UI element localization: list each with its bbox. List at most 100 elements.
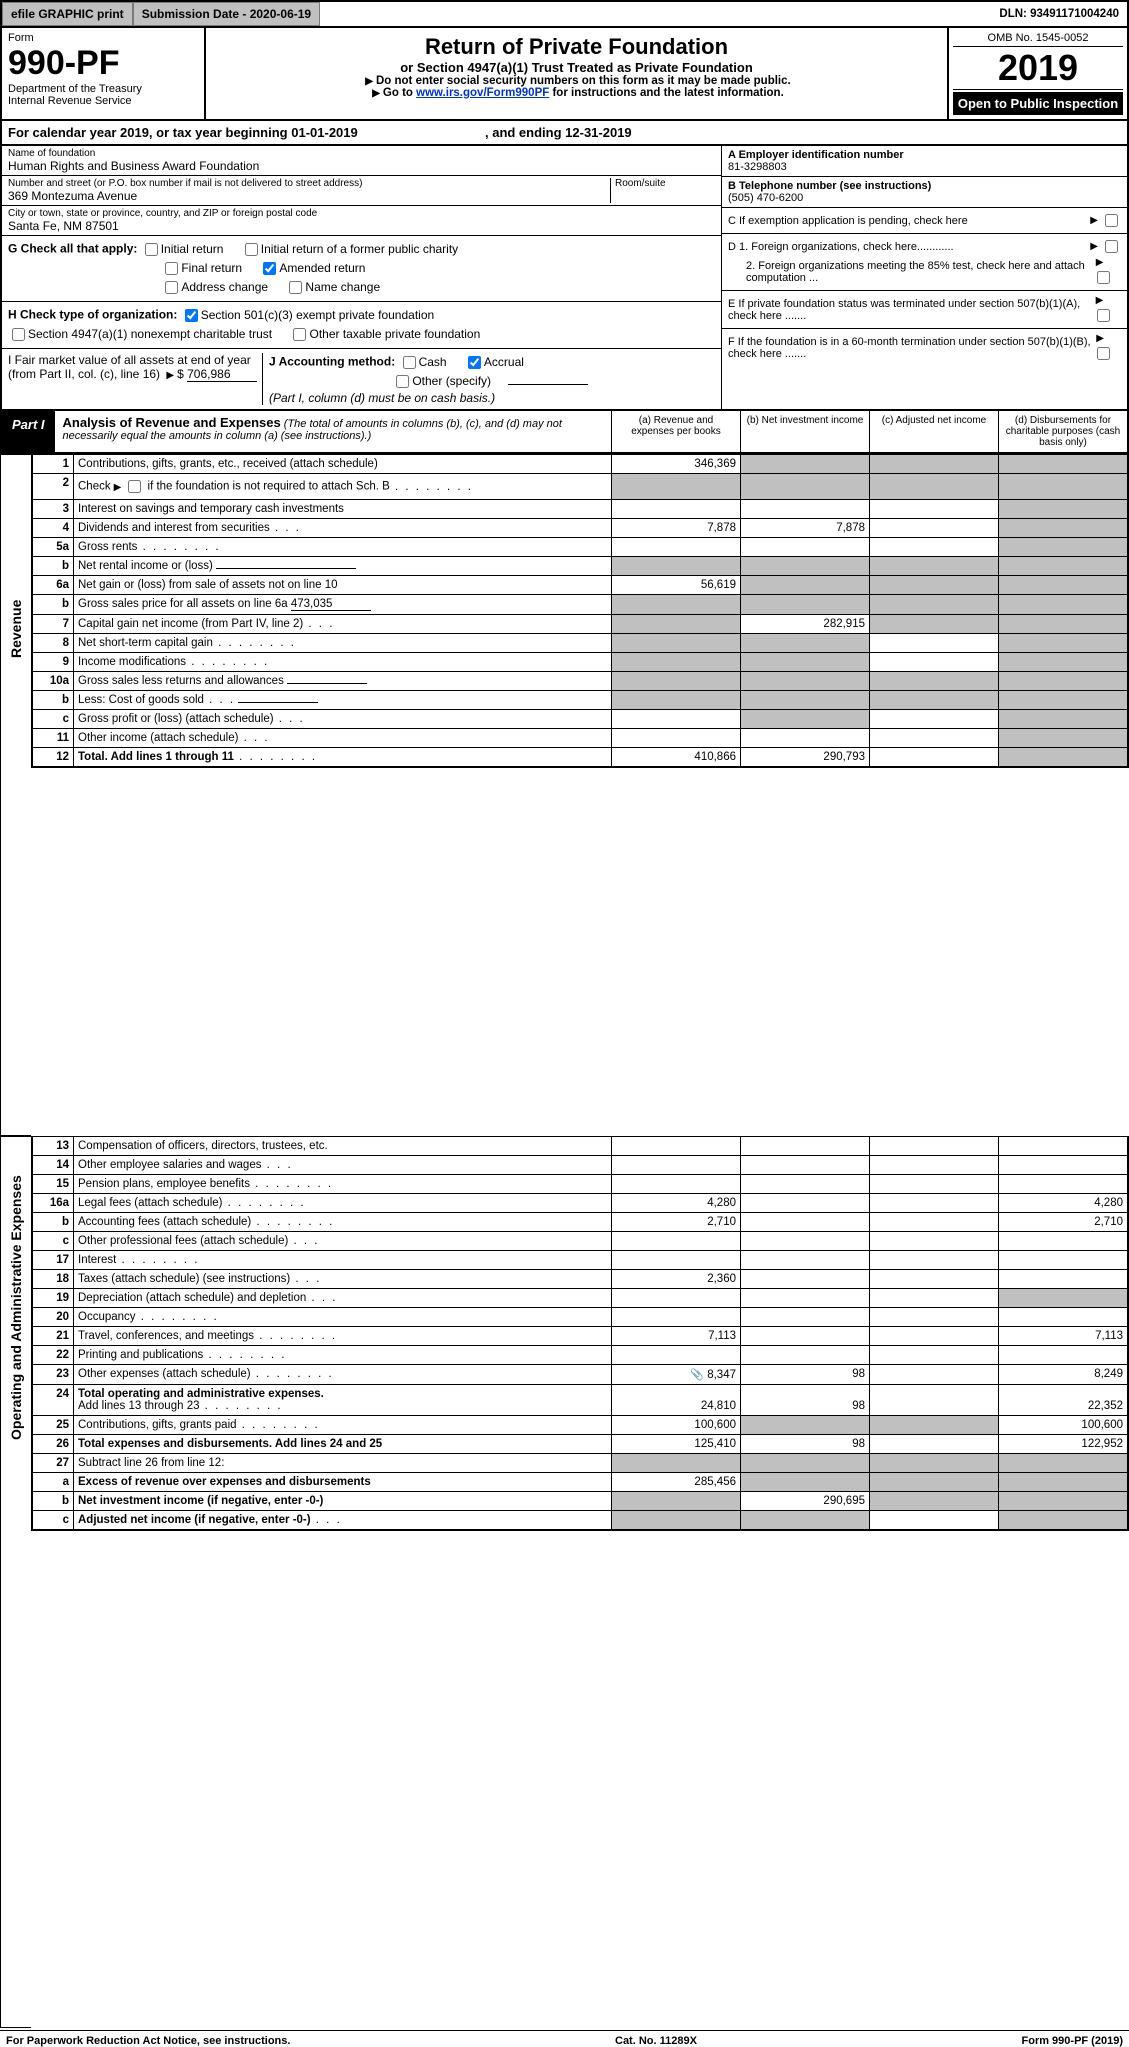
- revenue-side-label: Revenue: [0, 454, 31, 1136]
- d2-checkbox[interactable]: [1097, 271, 1110, 284]
- table-row: 25Contributions, gifts, grants paid100,6…: [32, 1416, 1128, 1435]
- 501c3-checkbox[interactable]: [185, 309, 198, 322]
- part1-title: Analysis of Revenue and Expenses: [63, 415, 281, 430]
- table-row: 10aGross sales less returns and allowanc…: [32, 672, 1128, 691]
- tax-year: 2019: [953, 47, 1123, 90]
- topbar: efile GRAPHIC print Submission Date - 20…: [0, 0, 1129, 28]
- table-row: 9Income modifications: [32, 653, 1128, 672]
- table-row: 6aNet gain or (loss) from sale of assets…: [32, 576, 1128, 595]
- initial-former-checkbox[interactable]: [245, 243, 258, 256]
- submission-date: Submission Date - 2020-06-19: [133, 2, 320, 26]
- h-row: H Check type of organization: Section 50…: [2, 302, 721, 349]
- final-return-checkbox[interactable]: [165, 262, 178, 275]
- form-footer-label: Form 990-PF (2019): [1022, 2035, 1123, 2047]
- dept-irs: Internal Revenue Service: [8, 95, 198, 107]
- table-row: bNet investment income (if negative, ent…: [32, 1492, 1128, 1511]
- table-row: aExcess of revenue over expenses and dis…: [32, 1473, 1128, 1492]
- table-row: 17Interest: [32, 1251, 1128, 1270]
- e-label: E If private foundation status was termi…: [728, 298, 1093, 322]
- table-row: 11Other income (attach schedule): [32, 729, 1128, 748]
- omb-number: OMB No. 1545-0052: [953, 32, 1123, 47]
- addr-label: Number and street (or P.O. box number if…: [8, 178, 610, 189]
- foundation-name: Human Rights and Business Award Foundati…: [8, 159, 715, 173]
- note-goto-pre: Go to: [383, 87, 416, 99]
- table-row: 12Total. Add lines 1 through 11410,86629…: [32, 748, 1128, 768]
- ein-value: 81-3298803: [728, 161, 787, 173]
- dln-label: DLN: 93491171004240: [991, 4, 1127, 24]
- accrual-checkbox[interactable]: [468, 356, 481, 369]
- table-row: 15Pension plans, employee benefits: [32, 1175, 1128, 1194]
- amended-return-checkbox[interactable]: [263, 262, 276, 275]
- info-section: Name of foundation Human Rights and Busi…: [0, 146, 1129, 411]
- attachment-icon[interactable]: 📎: [690, 1369, 704, 1381]
- table-row: 26Total expenses and disbursements. Add …: [32, 1435, 1128, 1454]
- cash-checkbox[interactable]: [403, 356, 416, 369]
- form-header: Form 990-PF Department of the Treasury I…: [0, 28, 1129, 121]
- col-d-header: (d) Disbursements for charitable purpose…: [998, 411, 1127, 452]
- table-row: 7Capital gain net income (from Part IV, …: [32, 615, 1128, 634]
- table-row: 18Taxes (attach schedule) (see instructi…: [32, 1270, 1128, 1289]
- revenue-table: 1Contributions, gifts, grants, etc., rec…: [31, 454, 1129, 768]
- f-checkbox[interactable]: [1097, 347, 1110, 360]
- name-change-checkbox[interactable]: [289, 281, 302, 294]
- arrow-icon: [369, 87, 383, 99]
- e-checkbox[interactable]: [1097, 309, 1110, 322]
- other-taxable-checkbox[interactable]: [293, 328, 306, 341]
- note-goto-post: for instructions and the latest informat…: [549, 87, 784, 99]
- col-a-header: (a) Revenue and expenses per books: [611, 411, 740, 452]
- address-change-checkbox[interactable]: [165, 281, 178, 294]
- d1-label: D 1. Foreign organizations, check here..…: [728, 241, 954, 253]
- g-row: G Check all that apply: Initial return I…: [2, 236, 721, 302]
- table-row: 3Interest on savings and temporary cash …: [32, 500, 1128, 519]
- dept-treasury: Department of the Treasury: [8, 83, 198, 95]
- table-row: bLess: Cost of goods sold: [32, 691, 1128, 710]
- table-row: cAdjusted net income (if negative, enter…: [32, 1511, 1128, 1531]
- table-row: 20Occupancy: [32, 1308, 1128, 1327]
- note-ssn: Do not enter social security numbers on …: [376, 75, 791, 87]
- c-label: C If exemption application is pending, c…: [728, 215, 968, 227]
- table-row: bGross sales price for all assets on lin…: [32, 595, 1128, 615]
- ij-row: I Fair market value of all assets at end…: [2, 349, 721, 409]
- name-label: Name of foundation: [8, 148, 715, 159]
- c-checkbox[interactable]: [1105, 214, 1118, 227]
- 4947-checkbox[interactable]: [12, 328, 25, 341]
- table-row: cOther professional fees (attach schedul…: [32, 1232, 1128, 1251]
- col-c-header: (c) Adjusted net income: [869, 411, 998, 452]
- table-row: 22Printing and publications: [32, 1346, 1128, 1365]
- initial-return-checkbox[interactable]: [145, 243, 158, 256]
- other-method-checkbox[interactable]: [396, 375, 409, 388]
- table-row: 24Total operating and administrative exp…: [32, 1385, 1128, 1416]
- table-row: 5aGross rents: [32, 538, 1128, 557]
- arrow-icon: [362, 75, 376, 87]
- expenses-table: 13Compensation of officers, directors, t…: [31, 1136, 1129, 1531]
- d1-checkbox[interactable]: [1105, 240, 1118, 253]
- line6b-value: 473,035: [291, 598, 371, 611]
- ein-label: A Employer identification number: [728, 149, 904, 161]
- table-row: cGross profit or (loss) (attach schedule…: [32, 710, 1128, 729]
- page-footer: For Paperwork Reduction Act Notice, see …: [0, 2030, 1129, 2047]
- catalog-number: Cat. No. 11289X: [615, 2035, 697, 2047]
- arrow-icon: [1087, 240, 1101, 252]
- arrow-icon: [1087, 214, 1101, 226]
- table-row: 8Net short-term capital gain: [32, 634, 1128, 653]
- form-subtitle: or Section 4947(a)(1) Trust Treated as P…: [216, 60, 937, 75]
- form-label: Form: [8, 32, 198, 44]
- tel-value: (505) 470-6200: [728, 192, 803, 204]
- arrow-icon: [1093, 332, 1107, 344]
- arrow-icon: [111, 481, 125, 493]
- expenses-side-label: Operating and Administrative Expenses: [0, 1136, 31, 2028]
- tel-label: B Telephone number (see instructions): [728, 180, 931, 192]
- table-row: 19Depreciation (attach schedule) and dep…: [32, 1289, 1128, 1308]
- fmv-value: 706,986: [187, 367, 257, 382]
- form-title: Return of Private Foundation: [216, 34, 937, 60]
- calendar-year-row: For calendar year 2019, or tax year begi…: [0, 121, 1129, 146]
- col-b-header: (b) Net investment income: [740, 411, 869, 452]
- efile-button[interactable]: efile GRAPHIC print: [2, 2, 133, 26]
- f-label: F If the foundation is in a 60-month ter…: [728, 336, 1093, 360]
- table-row: 16aLegal fees (attach schedule)4,2804,28…: [32, 1194, 1128, 1213]
- table-row: 13Compensation of officers, directors, t…: [32, 1137, 1128, 1156]
- irs-link[interactable]: www.irs.gov/Form990PF: [416, 87, 549, 99]
- part1-tag: Part I: [2, 411, 55, 452]
- schb-checkbox[interactable]: [128, 480, 141, 493]
- arrow-icon: [1093, 294, 1107, 306]
